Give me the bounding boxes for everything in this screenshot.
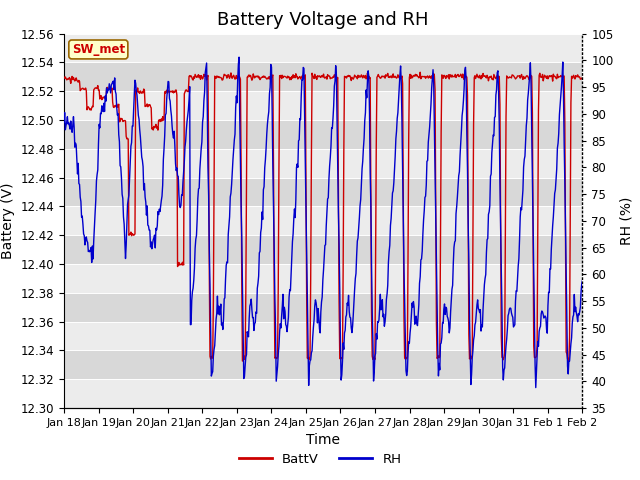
Text: SW_met: SW_met [72, 43, 125, 56]
Y-axis label: Battery (V): Battery (V) [1, 182, 15, 259]
Bar [64, 206, 582, 235]
Bar [64, 149, 582, 178]
Bar [64, 350, 582, 379]
Bar [64, 264, 582, 293]
Bar [64, 34, 582, 62]
Bar [64, 379, 582, 408]
Bar [64, 293, 582, 322]
Bar [64, 62, 582, 91]
Bar [64, 120, 582, 149]
X-axis label: Time: Time [306, 433, 340, 447]
Bar [64, 322, 582, 350]
Legend: BattV, RH: BattV, RH [234, 447, 406, 471]
Bar [64, 235, 582, 264]
Y-axis label: RH (%): RH (%) [620, 197, 633, 245]
Bar [64, 178, 582, 206]
Bar [64, 91, 582, 120]
Title: Battery Voltage and RH: Battery Voltage and RH [218, 11, 429, 29]
